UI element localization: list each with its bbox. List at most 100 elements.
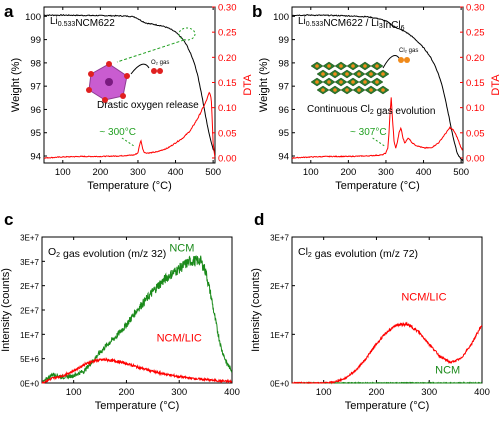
annotation-text: Continuous Cl2 gas evolution bbox=[307, 104, 435, 117]
oxygen-atom bbox=[120, 93, 126, 99]
ncm-curve bbox=[42, 255, 233, 384]
x-tick-label: 200 bbox=[340, 167, 356, 178]
y2-tick-label: 0.00 bbox=[466, 153, 485, 164]
text-run: gas evolution bbox=[374, 106, 436, 117]
gas-molecule-atom bbox=[398, 57, 404, 63]
x-tick-label: 400 bbox=[224, 387, 240, 398]
y2-tick-label: 0.20 bbox=[466, 53, 485, 64]
gas-molecule-atom bbox=[151, 68, 157, 74]
y-tick-label: 3E+7 bbox=[270, 234, 289, 243]
x-tick-label: 400 bbox=[168, 167, 184, 178]
weight-curve bbox=[43, 14, 216, 153]
y2-tick-label: 0.10 bbox=[218, 103, 237, 114]
y-tick-label: 98 bbox=[278, 58, 289, 69]
subscript: 0.533 bbox=[58, 21, 76, 28]
chlorine-atom bbox=[357, 72, 361, 76]
text-run: NCM622 bbox=[75, 18, 115, 29]
series-label-ncm-lic: NCM/LIC bbox=[157, 333, 202, 345]
gas-molecule-atom bbox=[157, 68, 163, 74]
sample-label: Li0.533NCM622 / Li3InCl6 bbox=[298, 16, 405, 32]
y-tick-label: 95 bbox=[278, 128, 289, 139]
y-tick-label: 100 bbox=[25, 12, 41, 23]
gas-label: Cl₂ gas bbox=[399, 48, 418, 54]
x-tick-label: 200 bbox=[119, 387, 135, 398]
x-tick-label: 100 bbox=[55, 167, 71, 178]
ncm-lic-curve bbox=[291, 321, 483, 385]
chlorine-atom bbox=[375, 80, 379, 84]
x-tick-label: 300 bbox=[378, 167, 394, 178]
series-label-ncm: NCM bbox=[169, 243, 194, 255]
y-tick-label: 2E+7 bbox=[20, 307, 39, 316]
text-run: InCl bbox=[383, 20, 401, 31]
y-axis-label: Weight (%) bbox=[10, 58, 22, 112]
chlorine-atom bbox=[369, 88, 373, 92]
x-tick-label: 300 bbox=[171, 387, 187, 398]
y2-axis-label: DTA bbox=[490, 74, 500, 96]
x-tick-label: 300 bbox=[130, 167, 146, 178]
release-arrow bbox=[130, 63, 150, 75]
y2-tick-label: 0.30 bbox=[218, 3, 237, 14]
y-tick-label: 99 bbox=[30, 35, 41, 46]
chlorine-atom bbox=[315, 64, 319, 68]
chlorine-atom bbox=[333, 72, 337, 76]
x-tick-label: 500 bbox=[453, 167, 469, 178]
y-tick-label: 0E+0 bbox=[270, 380, 289, 389]
chlorine-atom bbox=[321, 72, 325, 76]
peak-temp-label: ~ 300°C bbox=[99, 127, 136, 138]
metal-atom bbox=[105, 78, 113, 86]
text-run: Li bbox=[298, 16, 306, 27]
chlorine-atom bbox=[345, 72, 349, 76]
y2-tick-label: 0.10 bbox=[466, 103, 485, 114]
oxygen-atom bbox=[88, 71, 94, 77]
text-run: Cl bbox=[298, 246, 308, 258]
panel-label: b bbox=[252, 2, 262, 21]
x-axis-label: Temperature (°C) bbox=[345, 400, 429, 412]
text-run: O bbox=[48, 246, 56, 258]
x-tick-label: 200 bbox=[369, 387, 385, 398]
chlorine-atom bbox=[363, 80, 367, 84]
chlorine-atom bbox=[363, 64, 367, 68]
y-tick-label: 96 bbox=[278, 105, 289, 116]
x-axis-label: Temperature (°C) bbox=[87, 180, 171, 192]
y-tick-label: 94 bbox=[30, 152, 41, 163]
chlorine-atom bbox=[339, 64, 343, 68]
peak-temp-label: ~ 307°C bbox=[350, 127, 387, 138]
y-tick-label: 97 bbox=[278, 82, 289, 93]
oxygen-atom bbox=[124, 73, 130, 79]
y-tick-label: 98 bbox=[30, 58, 41, 69]
x-tick-label: 100 bbox=[66, 387, 82, 398]
subscript: 6 bbox=[401, 25, 405, 32]
chlorine-atom bbox=[351, 80, 355, 84]
chlorine-release-crystal-icon: Cl₂ gas bbox=[310, 48, 418, 95]
chlorine-atom bbox=[339, 80, 343, 84]
x-tick-label: 200 bbox=[92, 167, 108, 178]
peak-pointer bbox=[121, 137, 135, 147]
chlorine-atom bbox=[357, 88, 361, 92]
panel-title: O2 gas evolution (m/z 32) bbox=[48, 246, 166, 260]
chlorine-atom bbox=[351, 64, 355, 68]
x-axis-label: Temperature (°C) bbox=[95, 400, 179, 412]
y2-axis-label: DTA bbox=[242, 74, 254, 96]
subscript: 2 bbox=[308, 252, 312, 259]
subscript: 0.533 bbox=[306, 21, 324, 28]
y-tick-label: 95 bbox=[30, 128, 41, 139]
text-run: Continuous Cl bbox=[307, 104, 370, 115]
y-tick-label: 2E+7 bbox=[20, 282, 39, 291]
text-run: NCM622 / Li bbox=[323, 18, 379, 29]
y2-tick-label: 0.15 bbox=[218, 78, 237, 89]
chlorine-atom bbox=[375, 64, 379, 68]
panel-label: a bbox=[4, 2, 14, 21]
y2-tick-label: 0.05 bbox=[466, 128, 485, 139]
y2-tick-label: 0.30 bbox=[466, 3, 485, 14]
y-tick-label: 97 bbox=[30, 82, 41, 93]
panel-label: c bbox=[4, 210, 13, 229]
x-tick-label: 400 bbox=[416, 167, 432, 178]
text-run: gas evolution (m/z 32) bbox=[60, 248, 166, 260]
subscript: 3 bbox=[379, 23, 383, 30]
x-tick-label: 300 bbox=[421, 387, 437, 398]
chlorine-atom bbox=[345, 88, 349, 92]
plot-frame bbox=[43, 6, 216, 164]
chlorine-atom bbox=[327, 64, 331, 68]
y-tick-label: 1E+7 bbox=[20, 331, 39, 340]
